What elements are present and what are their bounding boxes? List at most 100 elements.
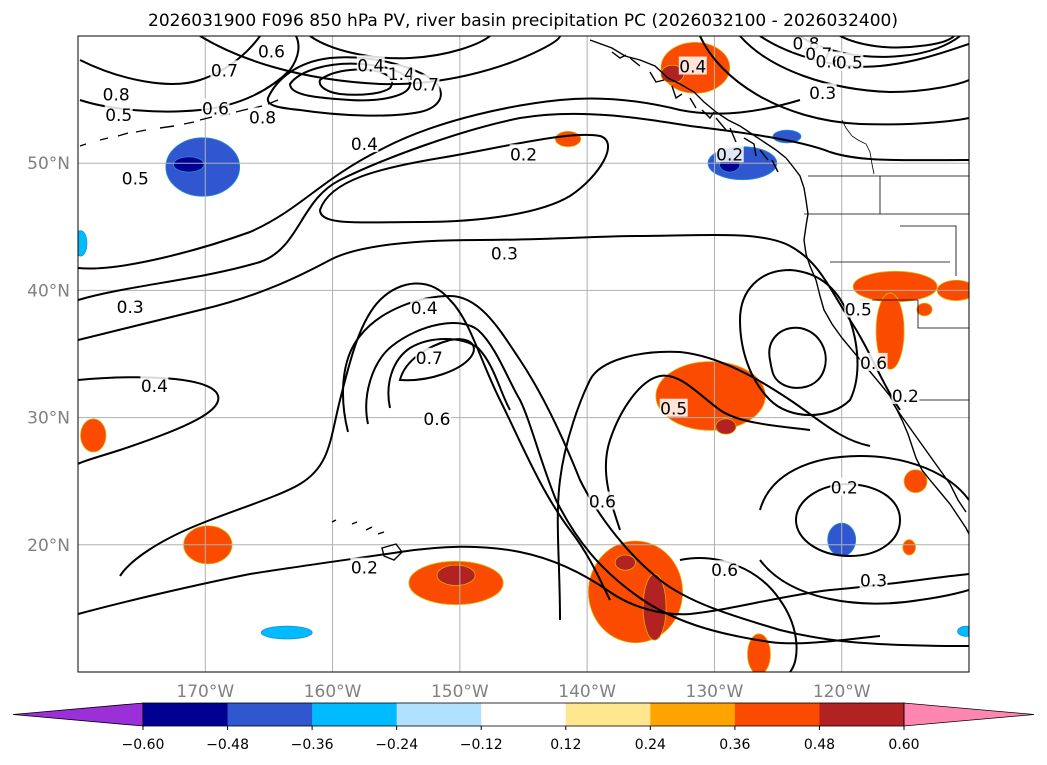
positive-precip-region bbox=[588, 540, 684, 644]
map-frame bbox=[77, 35, 970, 673]
positive-precip-region bbox=[436, 564, 476, 586]
contour-label-bg bbox=[659, 398, 688, 417]
map-plot-area: 0.80.70.60.4 1.40.80.5 0.60.70.40.50.30.40… bbox=[78, 36, 969, 672]
contour-label-bg bbox=[490, 243, 519, 262]
colorbar-segment bbox=[227, 703, 313, 726]
positive-precip-region bbox=[80, 418, 107, 453]
contour-label-bg bbox=[835, 52, 864, 71]
colorbar-segment bbox=[565, 703, 651, 726]
contour-label-bg bbox=[844, 299, 873, 318]
x-tick-label: 130°W bbox=[686, 682, 744, 702]
colorbar-tick-label: 0.48 bbox=[804, 737, 835, 753]
pv-contour bbox=[768, 326, 827, 389]
contour-label-bg bbox=[415, 347, 444, 366]
contour-label: 0.3 bbox=[117, 298, 144, 318]
positive-precip-region bbox=[614, 554, 636, 571]
contour-label-bg bbox=[410, 298, 439, 317]
pv-contour bbox=[309, 36, 491, 60]
colorbar-segment bbox=[481, 703, 567, 726]
y-tick-label: 30°N bbox=[27, 409, 70, 429]
contour-label-bg bbox=[830, 477, 859, 496]
contour-label: 0.6 bbox=[589, 493, 616, 513]
contour-label-bg bbox=[891, 385, 920, 404]
positive-precip-region bbox=[747, 633, 771, 672]
positive-precip-region bbox=[902, 539, 916, 556]
y-tick-label: 20°N bbox=[27, 536, 70, 556]
contour-label-bg bbox=[509, 144, 538, 163]
y-axis-ticks: 20°N 30°N 40°N 50°N bbox=[27, 154, 70, 556]
contour-label-bg bbox=[808, 83, 837, 102]
contour-label-bg bbox=[210, 60, 239, 79]
contour-label: 0.2 bbox=[351, 559, 378, 579]
contour-label: 0.7 bbox=[416, 349, 443, 369]
positive-precip-region bbox=[916, 302, 933, 317]
colorbar-tick-label: −0.48 bbox=[206, 737, 249, 753]
contour-label-bg bbox=[116, 296, 145, 315]
contour-label-bg bbox=[422, 408, 451, 427]
contour-label-bg bbox=[859, 352, 888, 371]
border-alaska-canada bbox=[841, 119, 875, 175]
coastlines-layer bbox=[79, 39, 969, 561]
colorbar-extend-low bbox=[12, 702, 144, 727]
x-tick-label: 140°W bbox=[558, 682, 616, 702]
colorbar-tick-label: −0.24 bbox=[375, 737, 418, 753]
colorbar-tick-label: −0.60 bbox=[122, 737, 165, 753]
colorbar-segment bbox=[312, 703, 398, 726]
positive-precip-region bbox=[875, 292, 905, 370]
contour-label: 0.6 bbox=[860, 354, 887, 374]
pv-contour bbox=[78, 112, 969, 301]
colorbar-tick-label: 0.12 bbox=[550, 737, 581, 753]
coastline-baja-interior bbox=[891, 401, 967, 513]
pv-contour bbox=[604, 374, 811, 531]
border-us-states bbox=[804, 176, 969, 329]
x-tick-label: 160°W bbox=[304, 682, 362, 702]
contour-label-bg bbox=[588, 491, 617, 510]
chart-title: 2026031900 F096 850 hPa PV, river basin … bbox=[148, 11, 898, 31]
pv-contour bbox=[119, 282, 611, 601]
pv-contour bbox=[738, 268, 859, 416]
colorbar-tick-label: 0.24 bbox=[635, 737, 666, 753]
pv-contour bbox=[318, 68, 393, 96]
negative-precip-region bbox=[260, 625, 313, 640]
colorbar-extend-high bbox=[903, 702, 1035, 727]
pv-contour bbox=[839, 36, 955, 49]
contour-label-bg bbox=[350, 557, 379, 576]
pv-contour bbox=[556, 350, 871, 621]
coastline-us-west bbox=[815, 279, 969, 535]
x-tick-label: 150°W bbox=[431, 682, 489, 702]
contour-labels: 0.80.70.60.4 1.40.80.5 0.60.70.40.50.30.40… bbox=[102, 36, 920, 591]
coastline-hawaii bbox=[331, 519, 403, 561]
pv-contour bbox=[739, 36, 969, 94]
positive-precip-region bbox=[554, 130, 582, 148]
contour-label: 0.4 bbox=[141, 377, 168, 397]
colorbar-tick-label: −0.36 bbox=[291, 737, 334, 753]
negative-precip-region bbox=[957, 625, 969, 637]
contour-label: 0.3 bbox=[491, 245, 518, 265]
x-tick-label: 170°W bbox=[176, 682, 234, 702]
y-tick-label: 40°N bbox=[27, 281, 70, 301]
contour-label-bg bbox=[715, 144, 744, 163]
colorbar-tick-label: −0.12 bbox=[460, 737, 503, 753]
contour-label-bg bbox=[104, 104, 133, 123]
contour-label: 0.6 bbox=[711, 561, 738, 581]
contour-label: 0.2 bbox=[510, 145, 537, 165]
contour-label-bg bbox=[710, 560, 739, 579]
contour-label: 0.5 bbox=[660, 400, 687, 420]
colorbar-segment bbox=[734, 703, 820, 726]
contour-label: 0.3 bbox=[809, 84, 836, 104]
colorbar-segment bbox=[650, 703, 736, 726]
y-tick-label: 50°N bbox=[27, 154, 70, 174]
negative-precip-region bbox=[78, 230, 88, 257]
contour-label: 0.5 bbox=[105, 106, 132, 126]
contour-label-bg bbox=[102, 84, 131, 103]
contour-label-bg bbox=[678, 56, 707, 75]
contour-label: 0.7 bbox=[412, 75, 439, 95]
x-tick-label: 120°W bbox=[813, 682, 871, 702]
colorbar-segment bbox=[819, 703, 905, 726]
positive-precip-region bbox=[655, 361, 766, 431]
colorbar-segment bbox=[143, 703, 229, 726]
contour-label: 0.8 bbox=[249, 108, 276, 128]
pv-contour bbox=[759, 36, 969, 68]
pv-contour bbox=[318, 133, 610, 224]
colorbar: −0.60 −0.48 −0.36 −0.24 −0.12 0.12 0.24 0.36 0.4… bbox=[12, 702, 1035, 753]
